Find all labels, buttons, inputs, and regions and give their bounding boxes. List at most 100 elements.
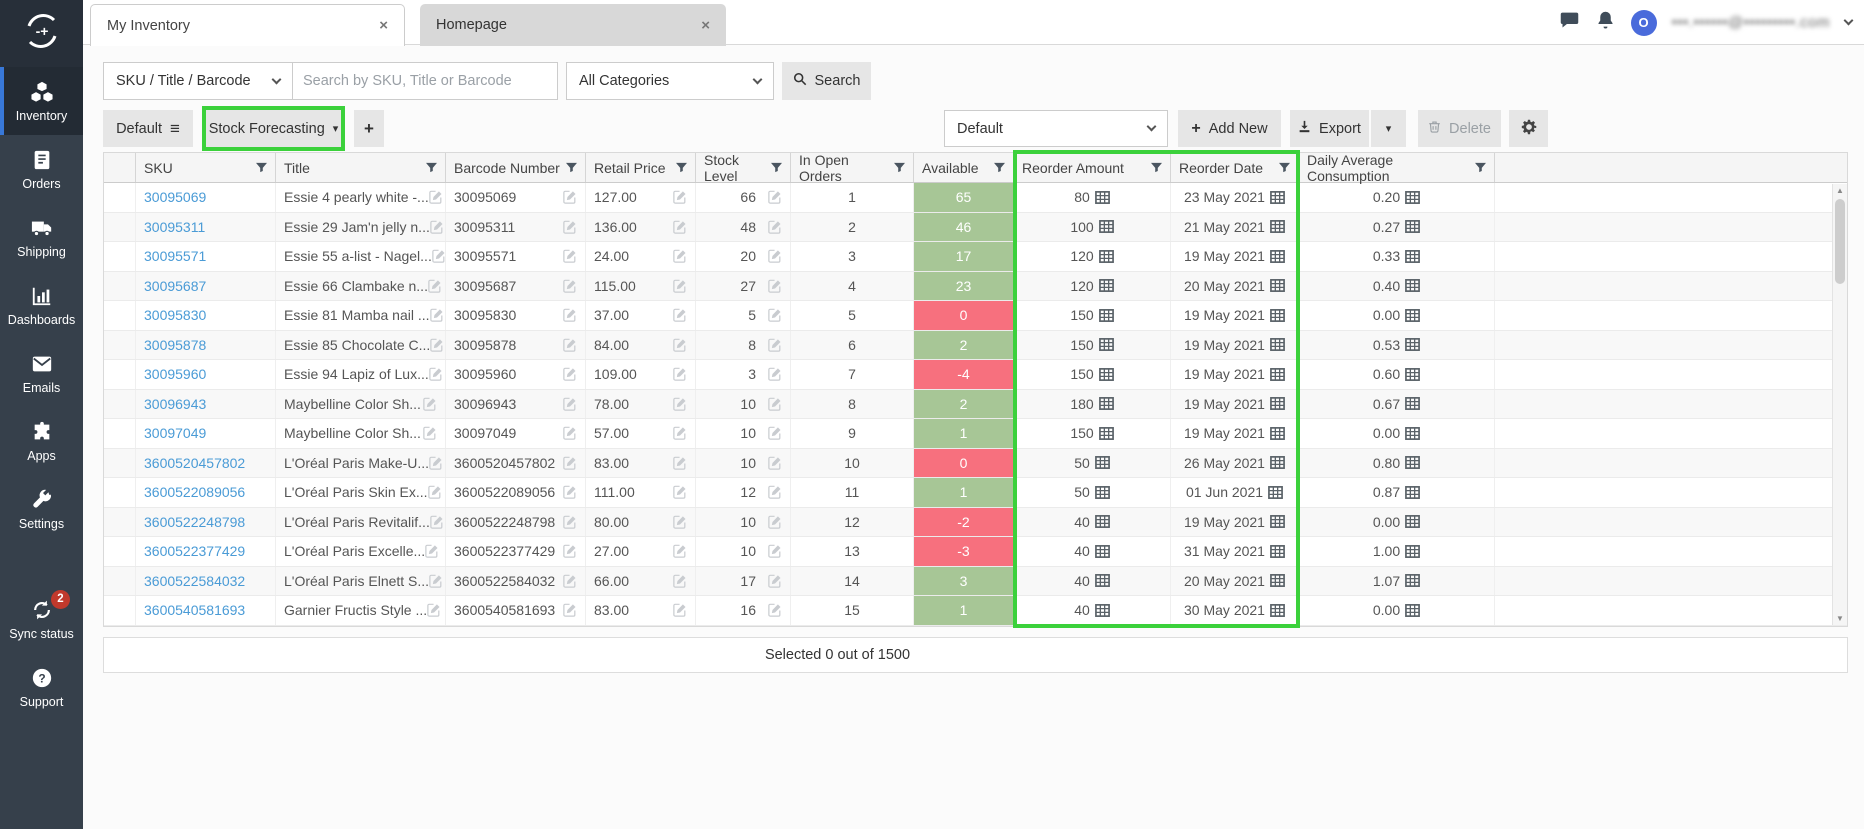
sku-link[interactable]: 30095311 (144, 218, 206, 235)
layout-select[interactable]: Default (944, 110, 1168, 147)
grid-icon[interactable] (1405, 426, 1421, 441)
edit-icon[interactable] (429, 308, 444, 322)
grid-icon[interactable] (1270, 278, 1285, 293)
column-available[interactable]: Available (914, 153, 1014, 182)
grid-icon[interactable] (1094, 544, 1110, 559)
grid-icon[interactable] (1405, 573, 1421, 588)
scroll-down-icon[interactable]: ▼ (1836, 614, 1844, 623)
chat-icon[interactable] (1559, 10, 1580, 36)
edit-icon[interactable] (429, 574, 443, 588)
column-barcode[interactable]: Barcode Number (446, 153, 586, 182)
column-stock-level[interactable]: Stock Level (696, 152, 791, 184)
edit-icon[interactable] (768, 426, 782, 440)
view-stock-forecasting-button[interactable]: Stock Forecasting ▾ (206, 110, 341, 147)
scrollbar-thumb[interactable] (1835, 199, 1845, 284)
table-row[interactable]: 30095960 Essie 94 Lapiz of Lux... 300959… (104, 360, 1847, 390)
table-row[interactable]: 3600522248798 L'Oréal Paris Revitalif...… (104, 507, 1847, 537)
grid-icon[interactable] (1270, 308, 1285, 323)
table-scrollbar[interactable]: ▲ ▼ (1832, 184, 1847, 625)
grid-icon[interactable] (1270, 367, 1285, 382)
row-select-cell[interactable] (104, 242, 136, 271)
grid-icon[interactable] (1405, 396, 1421, 411)
add-view-button[interactable]: + (354, 110, 384, 147)
edit-icon[interactable] (430, 220, 444, 234)
grid-icon[interactable] (1094, 573, 1110, 588)
edit-icon[interactable] (768, 338, 782, 352)
sidebar-item-emails[interactable]: Emails (0, 339, 83, 407)
edit-icon[interactable] (673, 249, 687, 263)
search-field-select[interactable]: SKU / Title / Barcode (103, 62, 293, 100)
sku-link[interactable]: 30096943 (144, 395, 207, 412)
table-row[interactable]: 30095878 Essie 85 Chocolate C... 3009587… (104, 330, 1847, 360)
table-row[interactable]: 30095069 Essie 4 pearly white -... 30095… (104, 183, 1847, 213)
edit-icon[interactable] (673, 190, 687, 204)
edit-icon[interactable] (563, 485, 577, 499)
grid-icon[interactable] (1098, 308, 1114, 323)
edit-icon[interactable] (563, 279, 577, 293)
edit-icon[interactable] (563, 574, 577, 588)
category-select[interactable]: All Categories (566, 62, 774, 100)
edit-icon[interactable] (768, 249, 782, 263)
grid-icon[interactable] (1270, 219, 1285, 234)
row-select-cell[interactable] (104, 448, 136, 477)
edit-icon[interactable] (563, 338, 577, 352)
export-button[interactable]: Export (1290, 110, 1369, 147)
edit-icon[interactable] (423, 397, 437, 411)
edit-icon[interactable] (673, 456, 687, 470)
sidebar-item-sync-status[interactable]: Sync status 2 (0, 585, 83, 653)
edit-icon[interactable] (768, 603, 782, 617)
edit-icon[interactable] (428, 190, 443, 204)
app-logo[interactable]: -+ (0, 0, 83, 67)
search-input[interactable] (293, 62, 558, 100)
edit-icon[interactable] (768, 308, 782, 322)
grid-icon[interactable] (1094, 190, 1110, 205)
sku-link[interactable]: 3600520457802 (144, 454, 246, 471)
sidebar-item-settings[interactable]: Settings (0, 475, 83, 543)
table-row[interactable]: 3600540581693 Garnier Fructis Style ... … (104, 596, 1847, 626)
column-sku[interactable]: SKU (136, 153, 276, 182)
edit-icon[interactable] (425, 544, 439, 558)
row-select-cell[interactable] (104, 389, 136, 418)
edit-icon[interactable] (427, 603, 441, 617)
sku-link[interactable]: 30095830 (144, 307, 207, 324)
column-reorder-date[interactable]: Reorder Date (1171, 153, 1299, 182)
edit-icon[interactable] (563, 190, 577, 204)
column-retail-price[interactable]: Retail Price (586, 153, 696, 182)
edit-icon[interactable] (563, 603, 577, 617)
edit-icon[interactable] (428, 279, 442, 293)
edit-icon[interactable] (673, 397, 687, 411)
grid-icon[interactable] (1098, 278, 1114, 293)
sku-link[interactable]: 30095069 (144, 189, 207, 206)
edit-icon[interactable] (563, 426, 577, 440)
grid-icon[interactable] (1405, 603, 1421, 618)
avatar[interactable]: O (1630, 9, 1657, 36)
edit-icon[interactable] (563, 456, 577, 470)
sidebar-item-dashboards[interactable]: Dashboards (0, 271, 83, 339)
table-settings-button[interactable] (1509, 110, 1548, 147)
column-reorder-amount[interactable]: Reorder Amount (1014, 153, 1171, 182)
edit-icon[interactable] (427, 485, 442, 499)
sku-link[interactable]: 3600540581693 (144, 602, 246, 619)
grid-icon[interactable] (1094, 455, 1110, 470)
edit-icon[interactable] (432, 249, 445, 263)
table-row[interactable]: 30095571 Essie 55 a-list - Nagel... 3009… (104, 242, 1847, 272)
sku-link[interactable]: 3600522248798 (144, 513, 246, 530)
sku-link[interactable]: 3600522089056 (144, 484, 246, 501)
filter-icon[interactable] (771, 160, 782, 176)
edit-icon[interactable] (430, 338, 444, 352)
grid-icon[interactable] (1405, 219, 1421, 234)
edit-icon[interactable] (768, 485, 782, 499)
grid-icon[interactable] (1094, 603, 1110, 618)
table-row[interactable]: 30095687 Essie 66 Clambake n... 30095687… (104, 271, 1847, 301)
sidebar-item-inventory[interactable]: Inventory (0, 67, 83, 135)
filter-icon[interactable] (1279, 160, 1290, 176)
table-row[interactable]: 3600522584032 L'Oréal Paris Elnett S... … (104, 566, 1847, 596)
edit-icon[interactable] (768, 220, 782, 234)
row-select-cell[interactable] (104, 478, 136, 507)
grid-icon[interactable] (1405, 514, 1421, 529)
filter-icon[interactable] (566, 160, 577, 176)
chevron-down-icon[interactable] (1843, 15, 1854, 26)
edit-icon[interactable] (673, 426, 687, 440)
sku-link[interactable]: 3600522377429 (144, 543, 246, 560)
edit-icon[interactable] (430, 515, 444, 529)
